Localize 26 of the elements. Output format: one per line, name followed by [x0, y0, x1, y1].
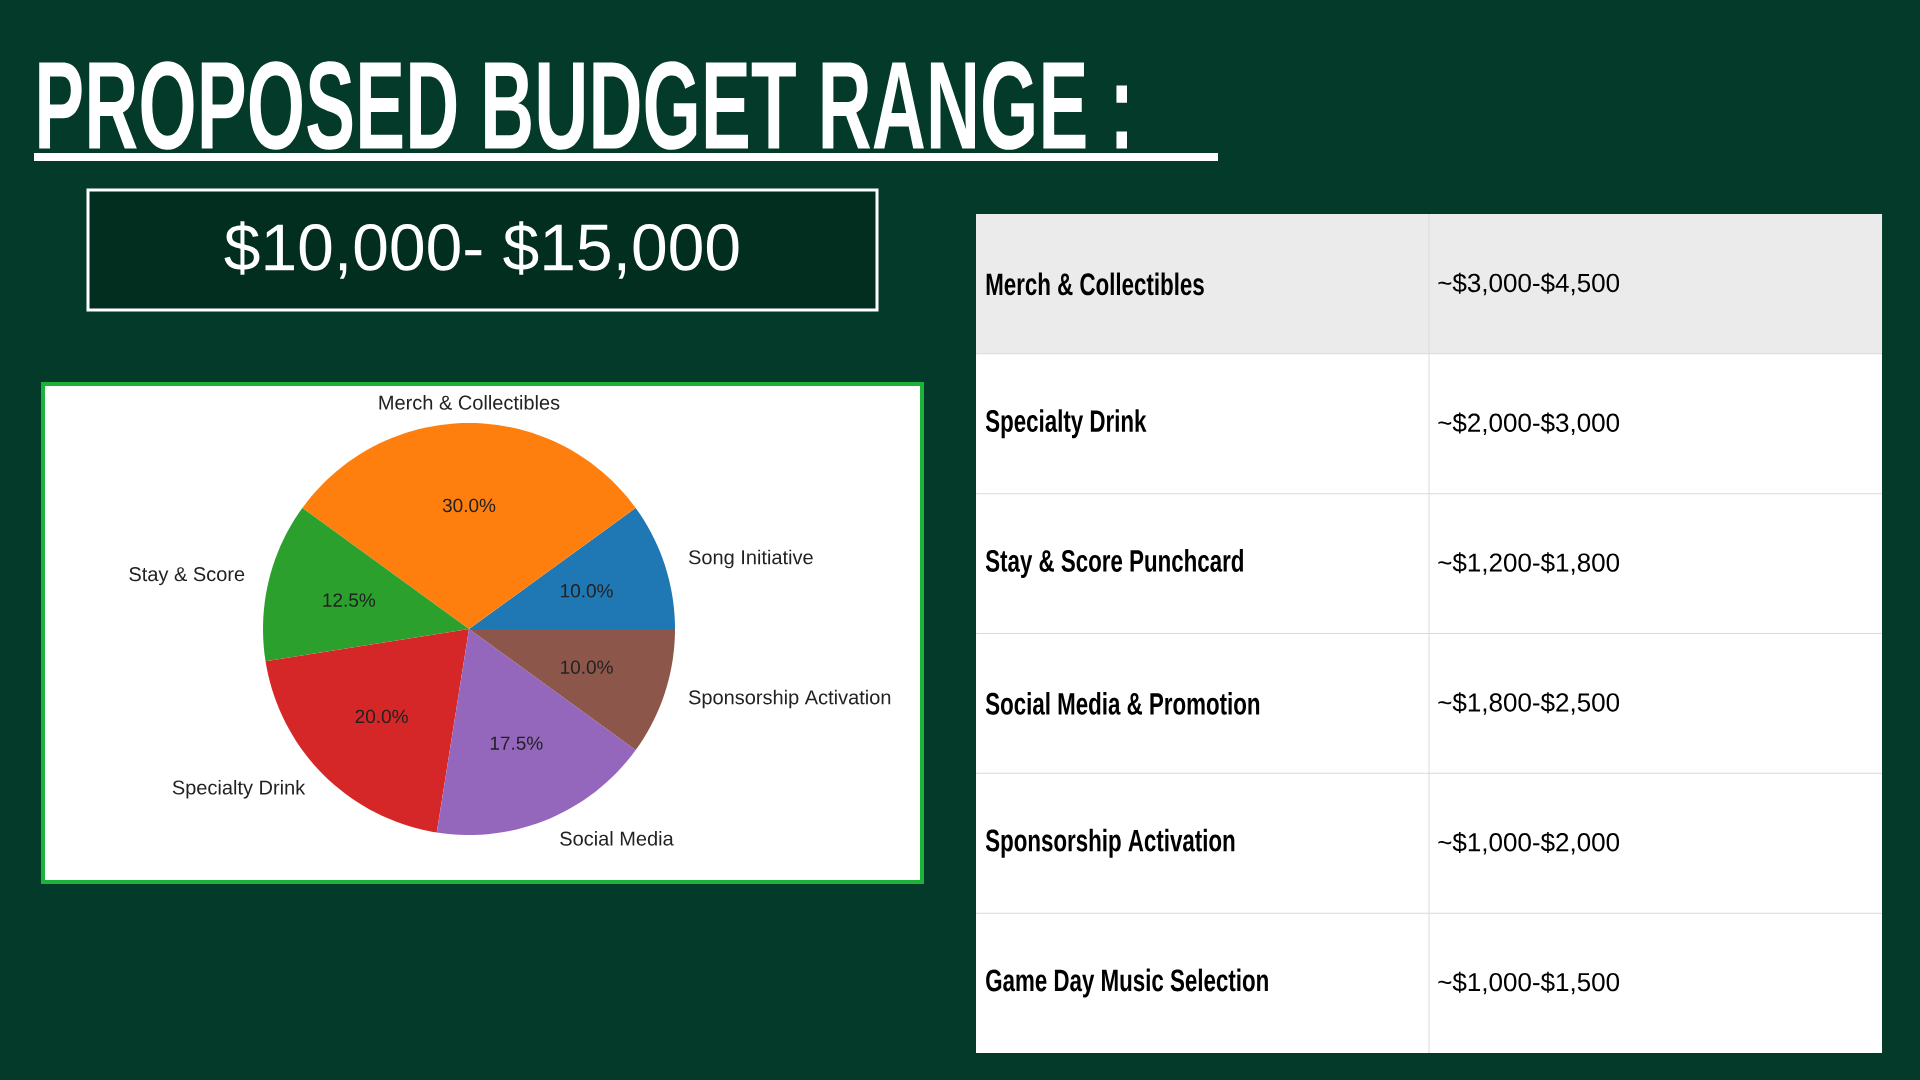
chart-subtitle: $10,000- $15,000: [224, 221, 739, 279]
slice-label: Song Initiative: [688, 549, 813, 569]
data-label: 30.0%: [442, 498, 496, 513]
slice-label: Sponsorship Activation: [688, 689, 891, 709]
data-label: 10.0%: [561, 584, 613, 598]
data-label: 10.0%: [561, 660, 613, 674]
category-label: Stay & Score Punchcard: [985, 549, 1243, 579]
slice-label: Stay & Score: [129, 567, 245, 586]
slice-label: Specialty Drink: [172, 779, 306, 799]
category-label: Game Day Music Selection: [986, 968, 1268, 998]
category-label: Social Media & Promotion: [985, 692, 1260, 715]
category-label: Merch & Collectibles: [986, 272, 1204, 296]
data-label: 12.5%: [323, 593, 376, 607]
slice-label: Merch & Collectibles: [379, 395, 560, 410]
text: ~$2,000-$3,000: [1438, 412, 1620, 436]
text: ~$1,200-$1,800: [1438, 552, 1620, 575]
chart-title: PROPOSED BUDGET RANGE :: [39, 61, 1127, 150]
slice-label: Social Media: [560, 831, 674, 846]
data-label: 20.0%: [355, 709, 408, 724]
text: ~$1,000-$1,500: [1438, 971, 1620, 995]
text: ~$1,800-$2,500: [1438, 692, 1620, 715]
category-label: Sponsorship Activation: [985, 828, 1235, 858]
data-label: 17.5%: [490, 736, 543, 750]
text: ~$1,000-$2,000: [1438, 831, 1620, 855]
category-label: Specialty Drink: [985, 409, 1147, 439]
text: ~$3,000-$4,500: [1438, 272, 1620, 296]
